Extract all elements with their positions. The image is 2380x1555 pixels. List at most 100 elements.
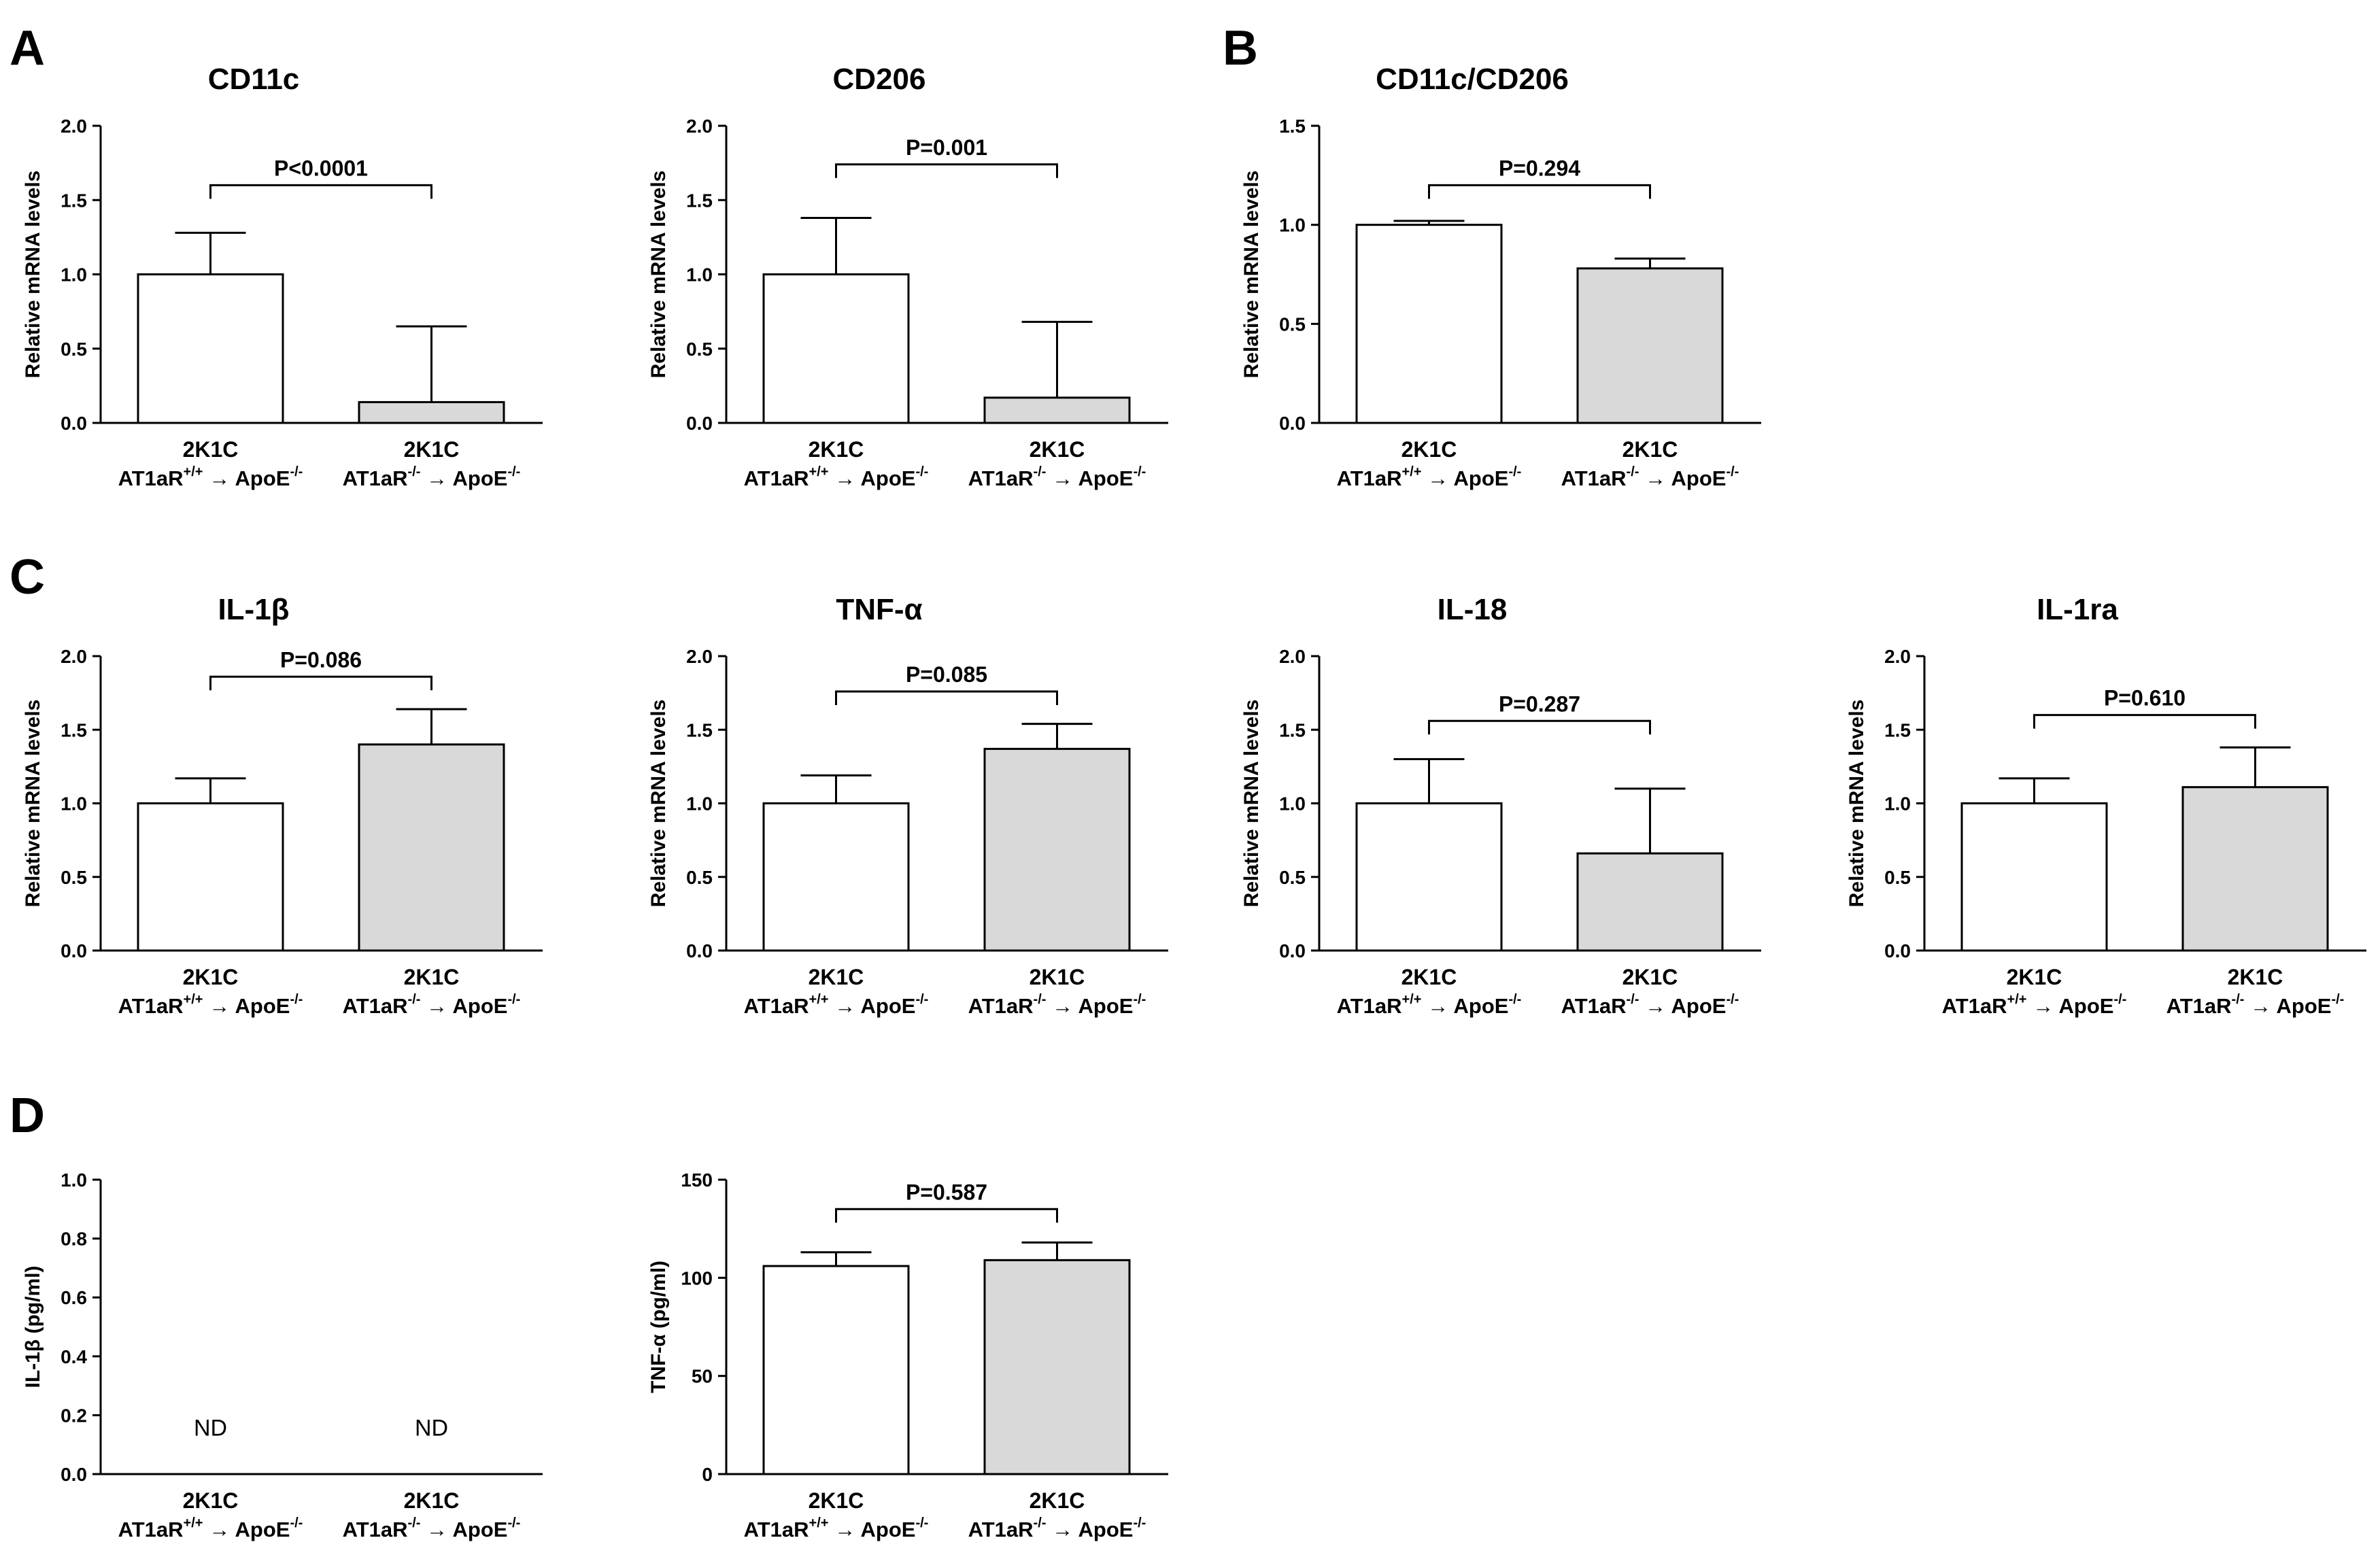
y-tick-label: 0.5	[1279, 867, 1306, 888]
panel-letter-d: D	[10, 1089, 45, 1143]
x-category-top: 2K1C	[183, 1488, 239, 1513]
x-category-group-part: +/+	[809, 1516, 829, 1531]
x-category-group: AT1aR-/- → ApoE-/-	[343, 464, 521, 490]
x-category-group-part: -/-	[915, 1516, 928, 1531]
p-value-label: P=0.294	[1499, 156, 1580, 180]
bar	[762, 1265, 910, 1475]
y-tick-label: 1.0	[686, 793, 713, 815]
x-category-group: AT1aR+/+ → ApoE-/-	[744, 1516, 929, 1541]
chart-cd11c-cd206: CD11c/CD206 0.0 0.5 1.0 1.5 Relative mRNA lev…	[1240, 63, 1761, 490]
p-value-label: P=0.086	[280, 647, 362, 672]
panel-letter-c: C	[10, 550, 45, 604]
bar	[762, 273, 910, 424]
x-category-group-part: AT1aR	[1561, 466, 1627, 490]
y-axis-label: Relative mRNA levels	[22, 700, 44, 908]
y-tick-label: 0.5	[1279, 313, 1306, 335]
x-category-top: 2K1C	[1401, 437, 1457, 462]
x-category-group-part: → ApoE	[1639, 466, 1726, 490]
significance-bracket	[835, 690, 1058, 705]
x-category-group-part: -/-	[1726, 464, 1739, 479]
x-category-group-part: → ApoE	[2026, 994, 2113, 1018]
chart-title: IL-1ra	[2037, 593, 2118, 626]
x-category-group-part: AT1aR	[118, 1518, 184, 1541]
x-category-group-part: -/-	[1034, 992, 1047, 1007]
x-category-group: AT1aR+/+ → ApoE-/-	[118, 464, 303, 490]
bar	[1960, 802, 2108, 952]
y-tick-label: 1.5	[686, 719, 713, 740]
chart-il1b: IL-1β 0.0 0.5 1.0 1.5 2.0 Relative mRNA levels…	[22, 593, 543, 1018]
y-axis-label: Relative mRNA levels	[1846, 700, 1868, 908]
x-category-top: 2K1C	[183, 437, 239, 462]
y-tick-label: 0.5	[61, 867, 87, 888]
y-axis-label: Relative mRNA levels	[1240, 700, 1263, 908]
y-tick-label: 0.0	[61, 940, 87, 961]
y-tick-label: 2.0	[1884, 646, 1911, 667]
x-category-group-part: -/-	[1133, 992, 1146, 1007]
x-category-group-part: AT1aR	[343, 1518, 408, 1541]
y-tick-label: 1.5	[1884, 719, 1911, 740]
p-value-label: P=0.610	[2104, 686, 2186, 711]
bar	[983, 396, 1131, 424]
bar	[1576, 267, 1724, 424]
y-tick-label: 100	[681, 1267, 713, 1288]
x-category-group-part: +/+	[184, 464, 203, 479]
p-value-label: P=0.587	[906, 1180, 987, 1204]
x-category-group: AT1aR+/+ → ApoE-/-	[744, 992, 929, 1018]
x-category-top: 2K1C	[2007, 965, 2062, 989]
x-category-group-part: AT1aR	[968, 1518, 1034, 1541]
y-tick-label: 1.0	[1279, 793, 1306, 815]
y-axis-label: Relative mRNA levels	[22, 171, 44, 379]
y-tick-label: 2.0	[61, 646, 87, 667]
x-category-group-part: AT1aR	[118, 994, 184, 1018]
x-category-group-part: AT1aR	[1561, 994, 1627, 1018]
x-category-group-part: -/-	[290, 1516, 303, 1531]
p-value-label: P=0.287	[1499, 691, 1580, 716]
bar	[2181, 786, 2329, 952]
x-category-group-part: → ApoE	[1046, 466, 1133, 490]
y-axis-label: Relative mRNA levels	[647, 171, 670, 379]
bar	[1355, 802, 1503, 952]
panel-letter-b: B	[1223, 21, 1258, 75]
y-tick-label: 0.5	[686, 339, 713, 360]
y-tick-label: 0.5	[1884, 867, 1911, 888]
y-tick-label: 0.5	[61, 339, 87, 360]
x-category-group-part: → ApoE	[203, 1518, 290, 1541]
bar	[1576, 852, 1724, 952]
y-tick-label: 0.0	[1884, 940, 1911, 961]
x-category-group: AT1aR-/- → ApoE-/-	[968, 1516, 1146, 1541]
significance-bracket	[835, 163, 1058, 178]
chart-cd11c: CD11c 0.0 0.5 1.0 1.5 2.0 Relative mRNA levels…	[22, 63, 543, 490]
x-category-group-part: +/+	[184, 992, 203, 1007]
x-category-group-part: +/+	[2007, 992, 2027, 1007]
y-tick-label: 1.0	[61, 1169, 87, 1191]
x-category-group-part: -/-	[1034, 464, 1047, 479]
x-category-group-part: -/-	[1508, 992, 1521, 1007]
not-detected-label: ND	[415, 1416, 448, 1441]
x-category-group: AT1aR-/- → ApoE-/-	[968, 464, 1146, 490]
x-category-group-part: → ApoE	[828, 466, 915, 490]
y-axis-label: TNF-α (pg/ml)	[647, 1261, 670, 1393]
x-category-top: 2K1C	[809, 1488, 864, 1513]
x-category-group-part: -/-	[1508, 464, 1521, 479]
x-category-group-part: → ApoE	[1046, 994, 1133, 1018]
x-category-group-part: -/-	[2232, 992, 2245, 1007]
bar	[358, 400, 505, 424]
x-category-group: AT1aR-/- → ApoE-/-	[2166, 992, 2345, 1018]
y-tick-label: 0.6	[61, 1287, 87, 1308]
y-tick-label: 1.5	[61, 719, 87, 740]
x-category-top: 2K1C	[404, 1488, 460, 1513]
x-category-group-part: -/-	[1627, 464, 1639, 479]
x-category-group-part: AT1aR	[118, 466, 184, 490]
x-category-top: 2K1C	[404, 437, 460, 462]
x-category-group-part: -/-	[2331, 992, 2344, 1007]
x-category-group-part: -/-	[507, 992, 520, 1007]
x-category-group-part: → ApoE	[1046, 1518, 1133, 1541]
p-value-label: P=0.001	[906, 135, 987, 160]
x-category-group-part: -/-	[290, 464, 303, 479]
x-category-group-part: → ApoE	[420, 466, 507, 490]
x-category-top: 2K1C	[809, 965, 864, 989]
x-category-top: 2K1C	[404, 965, 460, 989]
y-axis-label: Relative mRNA levels	[647, 700, 670, 908]
x-category-group-part: -/-	[1034, 1516, 1047, 1531]
